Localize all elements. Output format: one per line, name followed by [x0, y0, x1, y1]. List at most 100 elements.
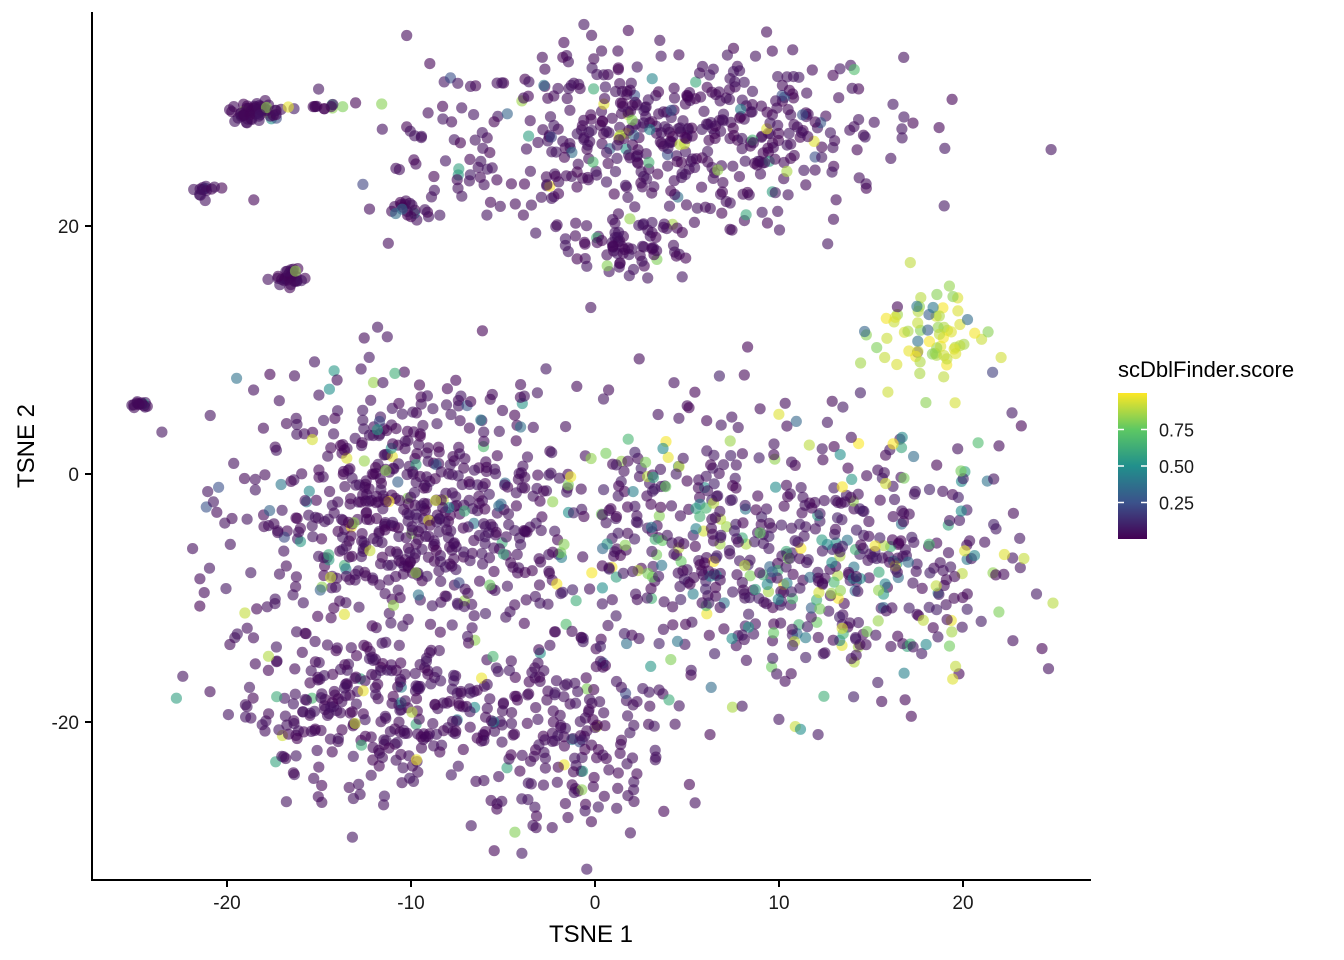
- data-point: [594, 696, 606, 708]
- data-point: [328, 507, 340, 519]
- data-point: [653, 108, 665, 120]
- data-point: [391, 737, 403, 749]
- data-point: [881, 332, 893, 344]
- data-point: [673, 412, 685, 424]
- data-point: [779, 397, 791, 409]
- data-point: [813, 586, 825, 599]
- data-point: [397, 620, 409, 632]
- data-point: [948, 592, 960, 604]
- data-point: [905, 710, 917, 722]
- data-point: [454, 137, 466, 149]
- data-point: [915, 292, 927, 304]
- data-point: [248, 384, 260, 396]
- data-point: [800, 179, 812, 191]
- data-point: [596, 560, 608, 572]
- data-point: [1014, 562, 1026, 574]
- data-point: [598, 790, 610, 802]
- data-point: [493, 425, 505, 437]
- data-point: [652, 408, 664, 421]
- data-point: [938, 200, 950, 212]
- data-point: [726, 633, 738, 645]
- data-point: [480, 711, 492, 723]
- data-point: [657, 623, 670, 636]
- data-point: [833, 92, 845, 104]
- data-point: [948, 343, 960, 355]
- data-point: [385, 559, 397, 571]
- data-point: [723, 544, 736, 557]
- data-point: [510, 487, 522, 499]
- data-point: [299, 693, 311, 706]
- data-point: [715, 532, 727, 544]
- data-point: [410, 754, 423, 766]
- data-point: [798, 164, 810, 176]
- data-point: [880, 477, 892, 490]
- data-point: [786, 456, 798, 468]
- data-point: [603, 384, 615, 396]
- data-point: [657, 442, 669, 455]
- data-point: [588, 771, 600, 784]
- data-point: [280, 796, 292, 808]
- data-point: [358, 455, 370, 467]
- data-point: [338, 682, 350, 694]
- data-point: [472, 161, 484, 173]
- data-point: [680, 199, 693, 211]
- data-point: [950, 660, 962, 673]
- data-point: [358, 332, 370, 344]
- data-point: [698, 105, 710, 117]
- data-point: [372, 693, 384, 705]
- data-point: [198, 587, 210, 599]
- data-point: [662, 160, 674, 172]
- data-point: [891, 358, 903, 371]
- data-point: [657, 221, 669, 233]
- data-point: [944, 515, 956, 527]
- data-point: [307, 101, 319, 113]
- data-point: [947, 291, 959, 303]
- data-point: [464, 80, 477, 92]
- data-point: [578, 132, 590, 144]
- data-point: [710, 590, 722, 602]
- data-point: [367, 741, 379, 754]
- data-point: [567, 766, 580, 778]
- data-point: [213, 481, 225, 493]
- data-point: [668, 548, 680, 560]
- data-point: [689, 540, 701, 553]
- data-point: [705, 681, 717, 694]
- data-point: [509, 409, 521, 421]
- data-point: [488, 565, 500, 578]
- data-point: [629, 446, 641, 458]
- data-point: [351, 650, 363, 662]
- data-point: [676, 271, 688, 283]
- data-point: [786, 623, 798, 635]
- data-point: [486, 388, 498, 401]
- data-point: [619, 539, 631, 551]
- data-point: [845, 431, 857, 443]
- data-point: [726, 224, 738, 236]
- data-point: [464, 687, 476, 699]
- data-point: [788, 119, 800, 131]
- data-point: [520, 143, 533, 155]
- data-point: [662, 451, 674, 463]
- data-point: [432, 441, 445, 453]
- data-point: [465, 396, 477, 408]
- data-point: [846, 473, 858, 485]
- data-point: [827, 142, 839, 154]
- data-point: [345, 642, 357, 654]
- data-point: [372, 678, 384, 690]
- data-point: [709, 132, 721, 144]
- data-point: [690, 523, 702, 535]
- data-point: [558, 36, 570, 49]
- data-point: [285, 475, 297, 487]
- data-point: [754, 168, 767, 180]
- data-point: [555, 719, 567, 732]
- data-point: [501, 108, 513, 120]
- data-point: [317, 471, 329, 483]
- data-point: [952, 491, 964, 503]
- data-point: [552, 730, 564, 742]
- data-point: [740, 654, 753, 667]
- data-point: [325, 442, 337, 454]
- data-point: [622, 24, 634, 37]
- data-point: [290, 750, 302, 762]
- data-point: [642, 567, 654, 580]
- data-point: [585, 109, 597, 121]
- data-point: [793, 71, 805, 83]
